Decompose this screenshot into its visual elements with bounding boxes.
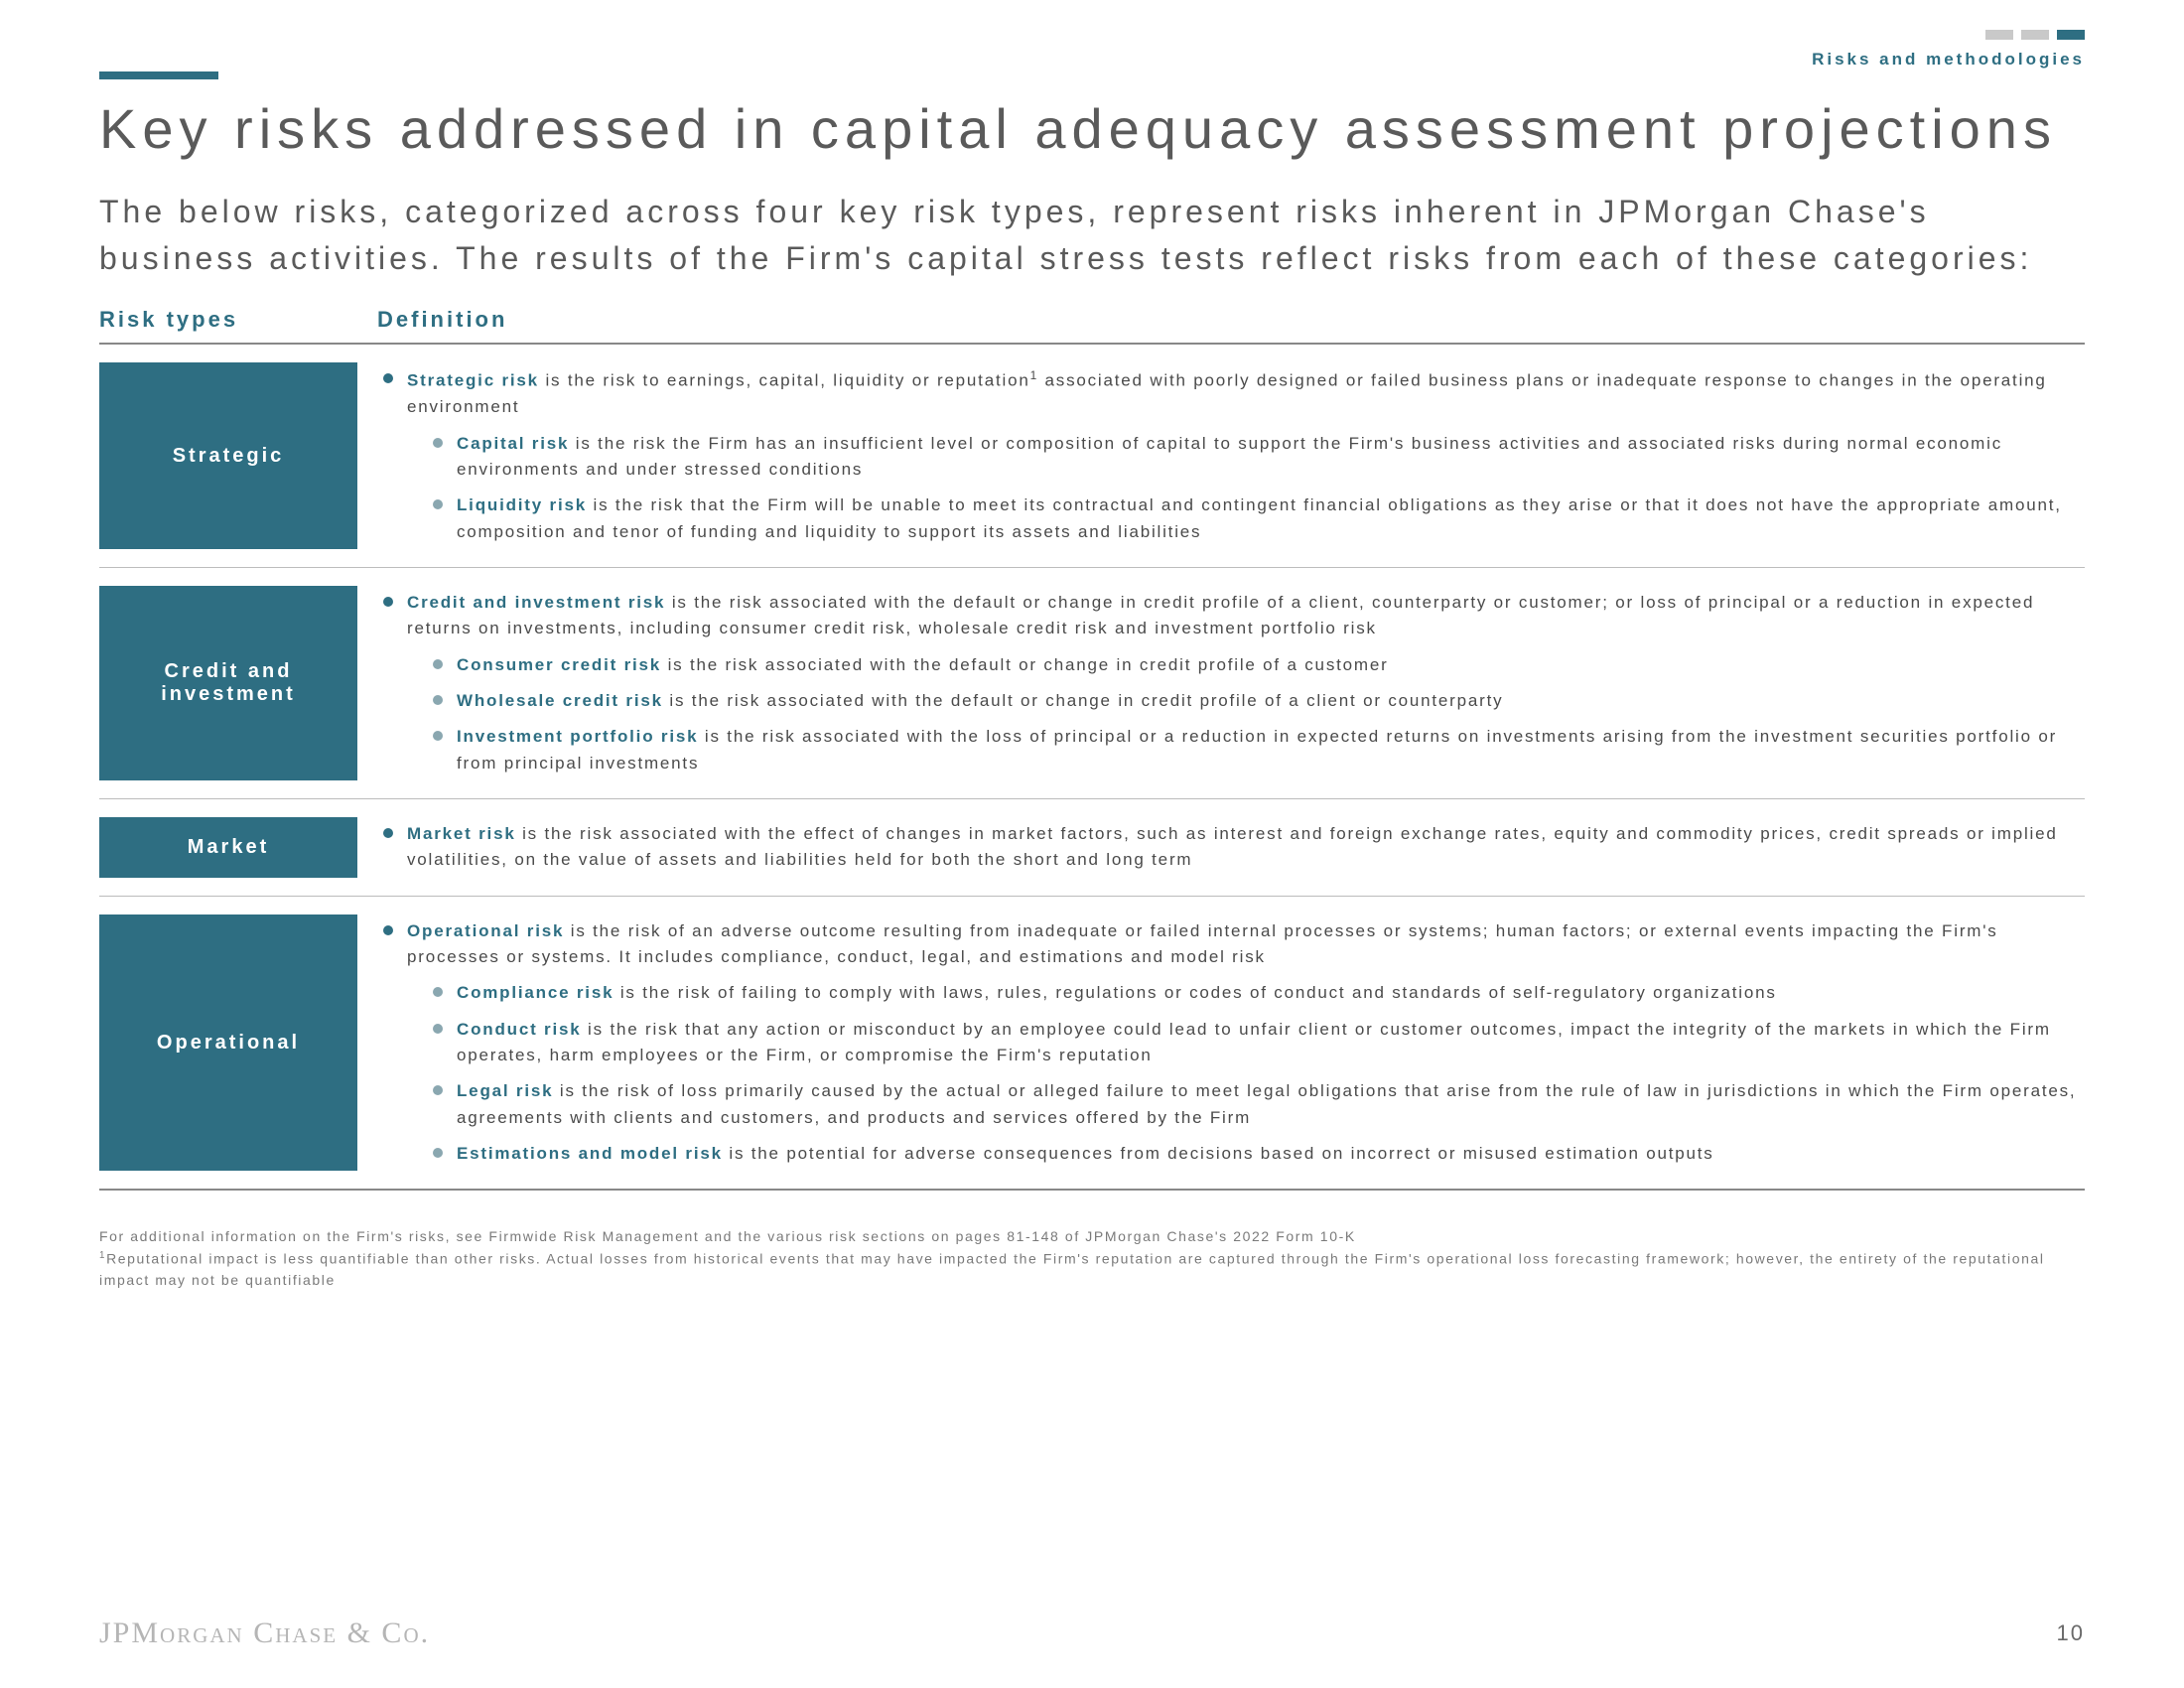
definition-bullet: Operational risk is the risk of an adver… (381, 918, 2085, 1168)
definition-sub-bullet: Compliance risk is the risk of failing t… (431, 980, 2085, 1006)
footnotes: For additional information on the Firm's… (99, 1226, 2085, 1292)
definition-bullet: Market risk is the risk associated with … (381, 821, 2085, 874)
definition-sub-bullet: Legal risk is the risk of loss primarily… (431, 1078, 2085, 1131)
risk-row: OperationalOperational risk is the risk … (99, 897, 2085, 1192)
definition-cell: Credit and investment risk is the risk a… (381, 586, 2085, 780)
risk-type-label: Operational (99, 914, 357, 1172)
definition-sub-bullet: Conduct risk is the risk that any action… (431, 1017, 2085, 1069)
footnote-line: 1Reputational impact is less quantifiabl… (99, 1248, 2085, 1292)
company-logo: JPMorgan Chase & Co. (99, 1617, 430, 1650)
progress-marker (1985, 30, 2013, 40)
risk-type-label: Market (99, 817, 357, 878)
slide-page: Risks and methodologies Key risks addres… (0, 0, 2184, 1688)
definition-bullet: Strategic risk is the risk to earnings, … (381, 366, 2085, 545)
section-label: Risks and methodologies (1812, 50, 2085, 70)
definition-bullet: Credit and investment risk is the risk a… (381, 590, 2085, 776)
risk-type-label: Credit and investment (99, 586, 357, 780)
definition-sub-bullet: Estimations and model risk is the potent… (431, 1141, 2085, 1167)
risk-row: StrategicStrategic risk is the risk to e… (99, 345, 2085, 568)
page-subtitle: The below risks, categorized across four… (99, 189, 2085, 281)
definition-sub-bullet: Wholesale credit risk is the risk associ… (431, 688, 2085, 714)
progress-marker-active (2057, 30, 2085, 40)
risk-row: Market Market risk is the risk associated… (99, 799, 2085, 897)
footer: JPMorgan Chase & Co. 10 (99, 1617, 2085, 1650)
definition-cell: Market risk is the risk associated with … (381, 817, 2085, 878)
risk-row: Credit and investmentCredit and investme… (99, 568, 2085, 799)
accent-bar (99, 71, 218, 79)
definition-sub-bullet: Capital risk is the risk the Firm has an… (431, 431, 2085, 484)
col-header-definition: Definition (377, 307, 507, 332)
col-header-risk-types: Risk types (99, 307, 238, 332)
progress-markers (1985, 30, 2085, 40)
page-number: 10 (2057, 1620, 2085, 1646)
risk-rows: StrategicStrategic risk is the risk to e… (99, 345, 2085, 1191)
risk-type-label: Strategic (99, 362, 357, 549)
definition-sub-bullet: Investment portfolio risk is the risk as… (431, 724, 2085, 776)
column-headers: Risk types Definition (99, 307, 2085, 345)
page-title: Key risks addressed in capital adequacy … (99, 97, 2085, 161)
definition-sub-bullet: Liquidity risk is the risk that the Firm… (431, 492, 2085, 545)
footnote-line: For additional information on the Firm's… (99, 1226, 2085, 1248)
progress-marker (2021, 30, 2049, 40)
definition-cell: Strategic risk is the risk to earnings, … (381, 362, 2085, 549)
definition-sub-bullet: Consumer credit risk is the risk associa… (431, 652, 2085, 678)
definition-cell: Operational risk is the risk of an adver… (381, 914, 2085, 1172)
